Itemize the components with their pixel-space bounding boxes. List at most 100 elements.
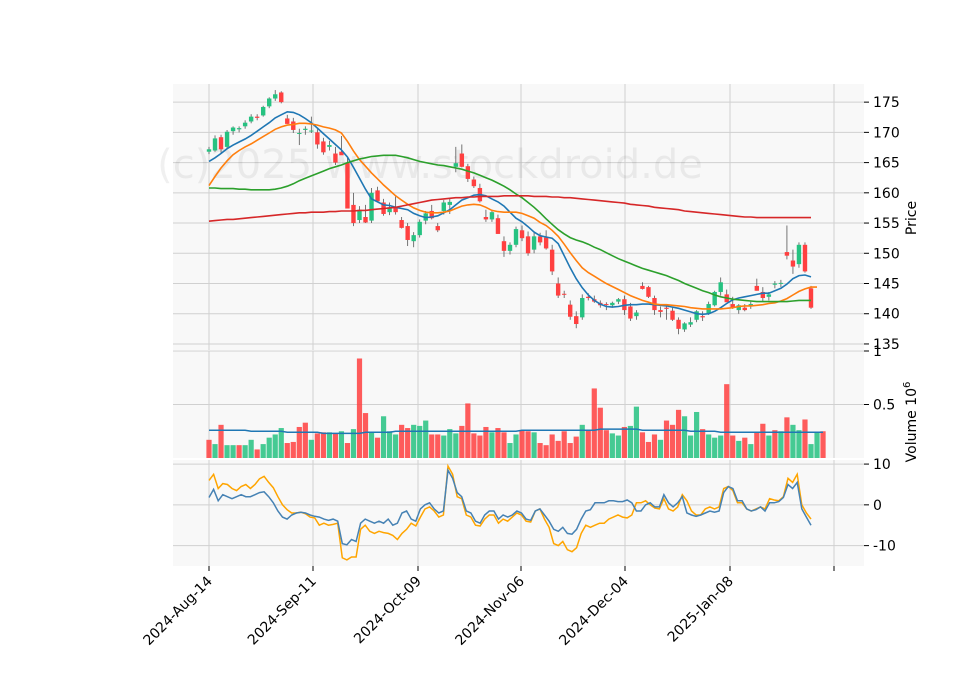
volume-bar (561, 431, 567, 458)
volume-bar (724, 384, 730, 458)
volume-bar (700, 429, 706, 458)
volume-bar (344, 443, 351, 458)
volume-bar (814, 432, 820, 458)
volume-bar (627, 425, 633, 458)
moving-average-line (208, 122, 817, 310)
volume-bar (543, 445, 549, 458)
volume-bar (748, 444, 754, 458)
candle-body (285, 118, 290, 124)
candle-body (327, 145, 332, 147)
volume-bar (308, 439, 314, 458)
volume-axis-label-text: Volume (904, 410, 920, 462)
oscillator-y-tick-label: -10 (873, 539, 896, 555)
candle-body (333, 153, 338, 163)
volume-y-tick-label: 1 (873, 344, 882, 360)
candle-body (688, 322, 693, 325)
candle-body (447, 201, 452, 205)
volume-bar (621, 426, 627, 458)
volume-bar (224, 445, 230, 458)
price-y-tick-label: 155 (873, 216, 900, 232)
volume-bar (579, 424, 585, 458)
oscillator-y-tick-label: 0 (873, 498, 882, 514)
volume-bar (633, 406, 640, 458)
candle-body (321, 141, 326, 153)
candle-body (772, 283, 778, 285)
moving-average-line (209, 154, 811, 303)
volume-bar (549, 434, 555, 458)
candle-body (664, 307, 669, 309)
candle-body (441, 202, 446, 211)
volume-bar (567, 443, 573, 458)
oscillator-panel (208, 463, 812, 561)
candle-body (766, 294, 772, 297)
volume-bar (742, 437, 748, 458)
volume-bar (796, 430, 802, 458)
candle-body (610, 302, 615, 306)
candle-body (730, 304, 735, 308)
candle-body (303, 128, 308, 130)
candle-body (531, 236, 537, 250)
volume-bar (483, 426, 489, 458)
volume-bar (411, 424, 417, 458)
candle-body (465, 166, 471, 179)
candle-body (248, 116, 254, 122)
candle-body (399, 220, 404, 228)
volume-bar (362, 413, 369, 458)
volume-bar (266, 437, 272, 458)
candle-body (670, 310, 675, 320)
volume-bar (477, 435, 483, 458)
candle-body (586, 296, 591, 299)
volume-bar (290, 441, 296, 458)
candle-body (309, 130, 314, 132)
candle-body (543, 237, 549, 249)
candle-body (561, 293, 567, 295)
candle-body (634, 312, 639, 317)
price-y-tick-label: 135 (873, 337, 900, 353)
candle-body (435, 226, 440, 231)
volume-bar (441, 435, 447, 458)
volume-bar (790, 424, 796, 458)
volume-bar (657, 439, 664, 458)
volume-average-line (209, 428, 823, 435)
volume-y-tick-label: 0.5 (873, 398, 895, 414)
volume-bar (754, 432, 760, 458)
volume-bar (399, 424, 405, 458)
moving-average-line (208, 195, 811, 222)
volume-bar (766, 435, 772, 458)
volume-bar (260, 444, 266, 458)
volume-bar (808, 444, 814, 458)
candle-body (784, 252, 790, 256)
candle-body (224, 131, 230, 147)
volume-bar (230, 445, 236, 458)
volume-axis-exponent: 6 (902, 382, 913, 388)
volume-bar (513, 434, 519, 458)
volume-bar (712, 437, 718, 458)
volume-bar (417, 425, 423, 458)
volume-bar (651, 434, 658, 458)
volume-bar (663, 420, 670, 458)
volume-bar (802, 419, 808, 458)
volume-bar (573, 436, 579, 458)
volume-bar (706, 434, 712, 458)
volume-bar (206, 439, 212, 458)
volume-bar (284, 443, 290, 458)
candle-body (297, 132, 302, 134)
volume-bar (531, 432, 537, 458)
candle-body (387, 207, 392, 213)
candle-body (808, 288, 814, 308)
volume-bar (760, 423, 766, 458)
candle-body (537, 236, 543, 243)
candle-body (357, 209, 362, 221)
candle-body (212, 138, 218, 151)
candle-body (315, 132, 320, 145)
candle-body (483, 217, 489, 220)
candle-body (495, 218, 501, 234)
candle-body (568, 304, 573, 317)
volume-bar (387, 431, 393, 458)
volume-bar (537, 443, 543, 458)
candle-body (736, 305, 741, 311)
candle-body (291, 121, 296, 130)
oscillator-line (208, 467, 812, 546)
volume-bar (212, 444, 218, 458)
candle-body (279, 92, 284, 103)
